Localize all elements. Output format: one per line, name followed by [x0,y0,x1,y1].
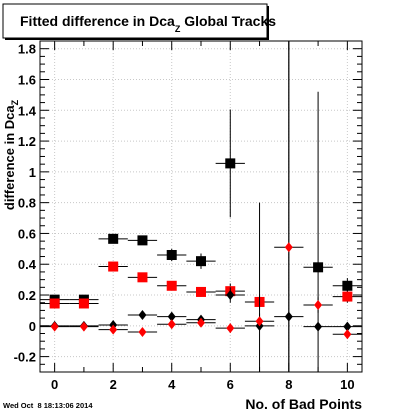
y-tick-label: 0.8 [18,196,36,211]
data-point [69,321,99,332]
diamond-marker [226,323,235,334]
title-box [2,3,268,39]
square-marker [225,158,236,169]
data-point [127,272,158,283]
data-point [186,253,216,269]
data-point [127,235,158,246]
data-point [157,248,187,262]
square-marker [49,298,60,309]
diamond-marker [343,329,352,340]
x-tick-label: 2 [110,377,117,392]
x-tick-label: 0 [51,377,58,392]
diamond-marker [255,316,264,327]
square-marker [108,233,119,244]
data-point [157,311,187,322]
data-point [244,313,275,329]
square-marker [196,256,206,267]
x-axis-label: No. of Bad Points [245,396,362,412]
diamond-marker [343,321,352,332]
chart-title-subscript: Z [175,24,181,34]
diamond-marker [314,300,323,311]
diamond-marker [197,317,205,328]
square-marker [166,280,177,291]
data-points [40,41,362,372]
data-point [244,202,275,372]
y-axis-label-subscript: Z [10,99,20,105]
diamond-marker [138,326,147,337]
square-marker [196,286,206,297]
data-point [98,324,128,335]
data-point [157,280,187,291]
chart-title: Fitted difference in DcaZ Global Tracks [20,13,276,34]
diamond-marker [138,310,147,321]
y-tick-label: 1.4 [18,103,37,118]
x-tick-label: 10 [340,377,354,392]
y-axis-label: difference in DcaZ [2,99,20,210]
data-point [98,261,128,272]
data-point [157,319,187,330]
data-point [215,109,245,218]
data-point [332,321,362,332]
data-point [215,287,245,303]
data-point [40,298,70,309]
square-marker [108,261,119,272]
y-tick-label: -0.2 [14,350,36,365]
diamond-marker [314,321,323,332]
y-tick-label: 0.6 [18,226,36,241]
y-tick-label: 0.2 [18,288,36,303]
data-point [40,321,70,332]
diamond-marker [79,321,88,332]
y-axis-label-main: difference in Dca [2,105,17,211]
diamond-marker [284,242,293,253]
square-marker [137,235,148,246]
data-point [186,317,216,328]
x-tick-label: 4 [168,377,176,392]
data-point [332,290,362,303]
data-point [274,41,304,372]
y-tick-label: 1.2 [18,134,36,149]
data-point [303,321,333,332]
timestamp-footer: Wed Oct 8 18:13:06 2014 [3,401,93,410]
square-marker [313,262,324,273]
square-marker [342,280,353,291]
data-point [127,326,158,337]
square-marker [166,249,177,260]
data-point [186,286,216,297]
x-tick-label: 6 [227,377,234,392]
diamond-marker [226,290,235,301]
data-point [127,310,158,321]
x-axis: 0 2 4 6 8 10 [51,41,355,392]
y-tick-label: 1.8 [18,42,36,57]
diamond-marker [167,311,176,322]
x-tick-label: 8 [285,377,292,392]
data-point [303,297,333,313]
data-point [215,323,245,334]
square-marker [137,272,148,283]
chart-title-main: Fitted difference in Dca [20,13,175,29]
square-marker [342,291,353,302]
chart-title-suffix: Global Tracks [180,13,276,29]
y-tick-label: 0.4 [18,257,37,272]
square-marker [78,298,89,309]
y-tick-label: 0 [29,319,36,334]
title-box-shadow-bottom [5,38,269,40]
y-tick-label: 1 [29,165,36,180]
data-point [98,233,128,244]
y-axis: -0.2 0 0.2 0.4 0.6 0.8 1 1.2 1.4 1.6 1.8 [14,42,362,373]
diamond-marker [167,319,176,330]
diamond-marker [109,324,118,335]
y-tick-label: 1.6 [18,72,36,87]
data-point [332,329,362,340]
title-box-shadow [267,6,269,40]
diamond-marker [50,321,59,332]
data-point [69,298,99,309]
